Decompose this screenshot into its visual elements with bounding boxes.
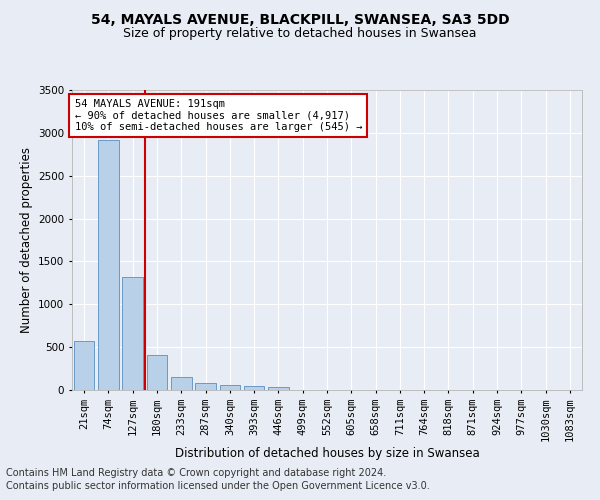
- Bar: [244, 386, 265, 390]
- Text: Contains public sector information licensed under the Open Government Licence v3: Contains public sector information licen…: [6, 481, 430, 491]
- Bar: [171, 376, 191, 390]
- Bar: [146, 355, 167, 390]
- Text: 54, MAYALS AVENUE, BLACKPILL, SWANSEA, SA3 5DD: 54, MAYALS AVENUE, BLACKPILL, SWANSEA, S…: [91, 12, 509, 26]
- Bar: [98, 140, 119, 390]
- Bar: [122, 277, 143, 390]
- Bar: [268, 386, 289, 390]
- Bar: [74, 340, 94, 390]
- X-axis label: Distribution of detached houses by size in Swansea: Distribution of detached houses by size …: [175, 447, 479, 460]
- Bar: [220, 386, 240, 390]
- Text: 54 MAYALS AVENUE: 191sqm
← 90% of detached houses are smaller (4,917)
10% of sem: 54 MAYALS AVENUE: 191sqm ← 90% of detach…: [74, 99, 362, 132]
- Text: Size of property relative to detached houses in Swansea: Size of property relative to detached ho…: [123, 28, 477, 40]
- Y-axis label: Number of detached properties: Number of detached properties: [20, 147, 32, 333]
- Text: Contains HM Land Registry data © Crown copyright and database right 2024.: Contains HM Land Registry data © Crown c…: [6, 468, 386, 477]
- Bar: [195, 383, 216, 390]
